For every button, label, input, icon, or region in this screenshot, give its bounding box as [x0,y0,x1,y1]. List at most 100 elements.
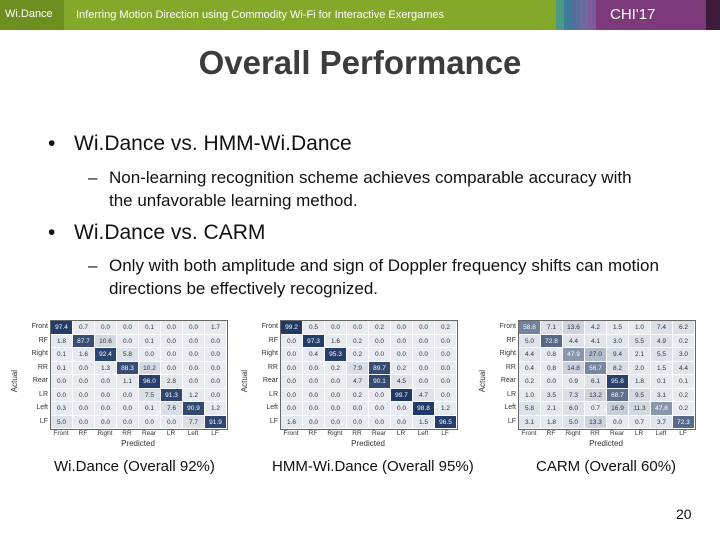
matrix-cell: 0.2 [325,361,347,375]
matrix-cell: 0.1 [651,375,673,389]
matrix-cell: 0.0 [369,415,391,429]
matrix-cell: 0.0 [391,321,413,335]
matrix-cell: 0.4 [519,361,541,375]
matrix-cell: 0.0 [391,415,413,429]
header-tail-block [706,0,720,30]
matrix-cell: 0.0 [391,334,413,348]
column-label: RR [352,430,362,437]
matrix-cell: 87.7 [73,334,95,348]
x-axis-label: Predicted [121,439,155,448]
header-block [572,0,580,30]
matrix-cell: 96.5 [435,415,457,429]
matrix-cell: 1.8 [629,375,651,389]
matrix-cell: 0.0 [347,415,369,429]
matrix-cell: 98.8 [413,402,435,416]
matrix-cell: 0.1 [139,334,161,348]
matrix-cell: 0.2 [673,388,695,402]
matrix-cell: 4.5 [391,375,413,389]
matrix-cell: 0.7 [629,415,651,429]
matrix-cell: 0.0 [51,375,73,389]
matrix-cell: 0.2 [369,321,391,335]
row-label: RR [505,363,516,371]
row-label: RF [506,336,516,344]
matrix-cell: 0.0 [369,388,391,402]
column-label: RF [308,430,318,437]
matrix-cell: 0.0 [303,402,325,416]
row-label: RF [268,336,278,344]
matrix-cell: 0.0 [161,348,183,362]
matrix-cell: 0.0 [325,375,347,389]
column-label: RR [590,430,600,437]
matrix-cell: 6.2 [673,321,695,335]
matrix-cell: 1.5 [607,321,629,335]
matrix-cell: 1.2 [435,402,457,416]
column-label: Left [187,430,199,437]
header-color-blocks [556,0,596,30]
row-label: Right [261,350,278,357]
sub-bullet-dash: – [88,168,98,187]
matrix-cell: 4.4 [563,334,585,348]
row-label: RR [37,363,48,371]
page-number: 20 [676,506,692,522]
matrix-cell: 7.9 [347,361,369,375]
matrix-cell: 97.3 [303,334,325,348]
confusion-matrix-carm: Actual Front RF Right RR Rear LR Left LF 58.8 7.1 1… [478,318,696,448]
matrix-cell: 0.1 [139,321,161,335]
matrix-cell: 0.0 [435,348,457,362]
y-axis-label: Actual [478,370,487,393]
matrix-cell: 0.0 [139,415,161,429]
matrix-cell: 0.2 [435,321,457,335]
column-label: RR [122,430,132,437]
matrix-cell: 0.7 [585,402,607,416]
matrix-cell: 7.1 [541,321,563,335]
matrix-cell: 16.9 [607,402,629,416]
matrix-cell: 95.8 [607,375,629,389]
matrix-cell: 0.2 [519,375,541,389]
caption-widance: Wi.Dance (Overall 92%) [54,458,215,475]
matrix-cell: 0.0 [73,361,95,375]
matrix-cell: 0.0 [281,334,303,348]
column-label: LR [166,430,176,437]
matrix-cell: 10.2 [139,361,161,375]
matrix-cell: 0.0 [347,321,369,335]
matrix-cell: 0.0 [205,375,227,389]
matrix-cell: 0.0 [161,361,183,375]
matrix-cell: 5.8 [117,348,139,362]
matrix-cell: 0.0 [391,348,413,362]
matrix-cell: 5.5 [651,348,673,362]
bullet-1-text: Wi.Dance vs. HMM-Wi.Dance [74,132,352,155]
bullet-dot: • [48,132,56,155]
matrix-cell: 0.0 [205,388,227,402]
header-block [580,0,588,30]
matrix-cell: 1.8 [541,415,563,429]
matrix-cell: 0.2 [673,402,695,416]
matrix-cell: 0.0 [117,402,139,416]
matrix-cell: 0.0 [95,388,117,402]
matrix-cell: 0.0 [369,402,391,416]
matrix-cell: 0.0 [391,402,413,416]
matrix-cell: 4.2 [585,321,607,335]
column-label: Left [655,430,667,437]
matrix-cell: 0.0 [139,348,161,362]
matrix-cell: 3.1 [519,415,541,429]
matrix-cell: 0.1 [673,375,695,389]
matrix-cell: 0.1 [51,348,73,362]
matrix-cell: 0.0 [205,361,227,375]
row-label: Left [266,404,278,411]
matrix-cell: 0.0 [281,388,303,402]
matrix-cell: 68.7 [607,388,629,402]
matrix-cell: 0.7 [73,321,95,335]
column-label: Front [521,430,537,437]
x-axis-label: Predicted [351,439,385,448]
matrix-cell: 0.0 [117,321,139,335]
header-paper-title: Inferring Motion Direction using Commodi… [64,0,556,30]
matrix-cell: 0.2 [391,361,413,375]
column-label: RF [546,430,556,437]
matrix-cell: 8.2 [607,361,629,375]
matrix-cell: 3.0 [673,348,695,362]
matrix-cell: 0.0 [95,321,117,335]
header-venue: CHI'17 [596,0,706,30]
matrix-cell: 0.0 [303,415,325,429]
matrix-cell: 0.0 [435,375,457,389]
row-label: LR [507,390,516,398]
